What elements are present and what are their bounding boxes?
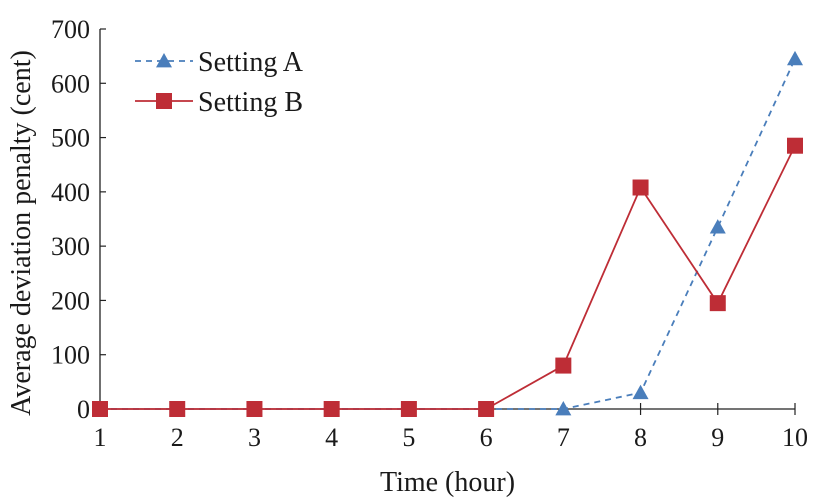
data-point <box>709 219 726 234</box>
data-point <box>787 137 803 154</box>
x-tick-label: 2 <box>171 423 184 452</box>
data-point <box>92 401 108 417</box>
legend-label: Setting A <box>198 47 304 78</box>
y-tick-label: 400 <box>51 178 90 207</box>
data-point <box>787 50 803 66</box>
legend-marker <box>156 93 172 109</box>
x-tick-label: 4 <box>325 423 338 452</box>
data-point <box>709 295 726 312</box>
data-point <box>632 179 649 196</box>
data-point <box>632 384 649 400</box>
x-axis-ticks: 1 2 3 4 5 6 7 8 9 10 <box>94 403 808 452</box>
data-point <box>478 401 495 417</box>
y-tick-label: 600 <box>51 69 90 98</box>
x-tick-label: 8 <box>634 423 647 452</box>
series-setting-b <box>92 137 803 417</box>
data-point <box>400 401 417 417</box>
legend: Setting A Setting B <box>135 47 304 118</box>
data-point <box>555 401 572 416</box>
y-tick-label: 500 <box>51 124 90 153</box>
y-axis-ticks: 0 100 200 300 400 500 600 700 <box>51 15 106 424</box>
x-tick-label: 10 <box>782 423 808 452</box>
y-tick-label: 700 <box>51 15 90 44</box>
y-tick-label: 300 <box>51 232 90 261</box>
legend-item: Setting A <box>135 47 304 78</box>
legend-marker <box>156 53 172 68</box>
x-axis-title: Time (hour) <box>380 467 515 498</box>
y-tick-label: 100 <box>51 341 90 370</box>
chart-axes <box>99 29 795 410</box>
y-tick-label: 200 <box>51 286 90 315</box>
data-point <box>323 401 340 417</box>
x-tick-label: 3 <box>248 423 261 452</box>
y-tick-label: 0 <box>77 395 90 424</box>
x-tick-label: 5 <box>402 423 415 452</box>
x-tick-label: 6 <box>480 423 493 452</box>
data-point <box>169 401 186 417</box>
data-point <box>246 401 263 417</box>
x-tick-label: 9 <box>711 423 724 452</box>
legend-label: Setting B <box>198 87 303 118</box>
x-tick-label: 7 <box>557 423 570 452</box>
series-line <box>100 145 796 410</box>
legend-item: Setting B <box>135 87 303 118</box>
data-point <box>555 357 572 374</box>
y-axis-title: Average deviation penalty (cent) <box>6 50 37 416</box>
x-tick-label: 1 <box>94 423 107 452</box>
series-layer <box>92 50 803 417</box>
